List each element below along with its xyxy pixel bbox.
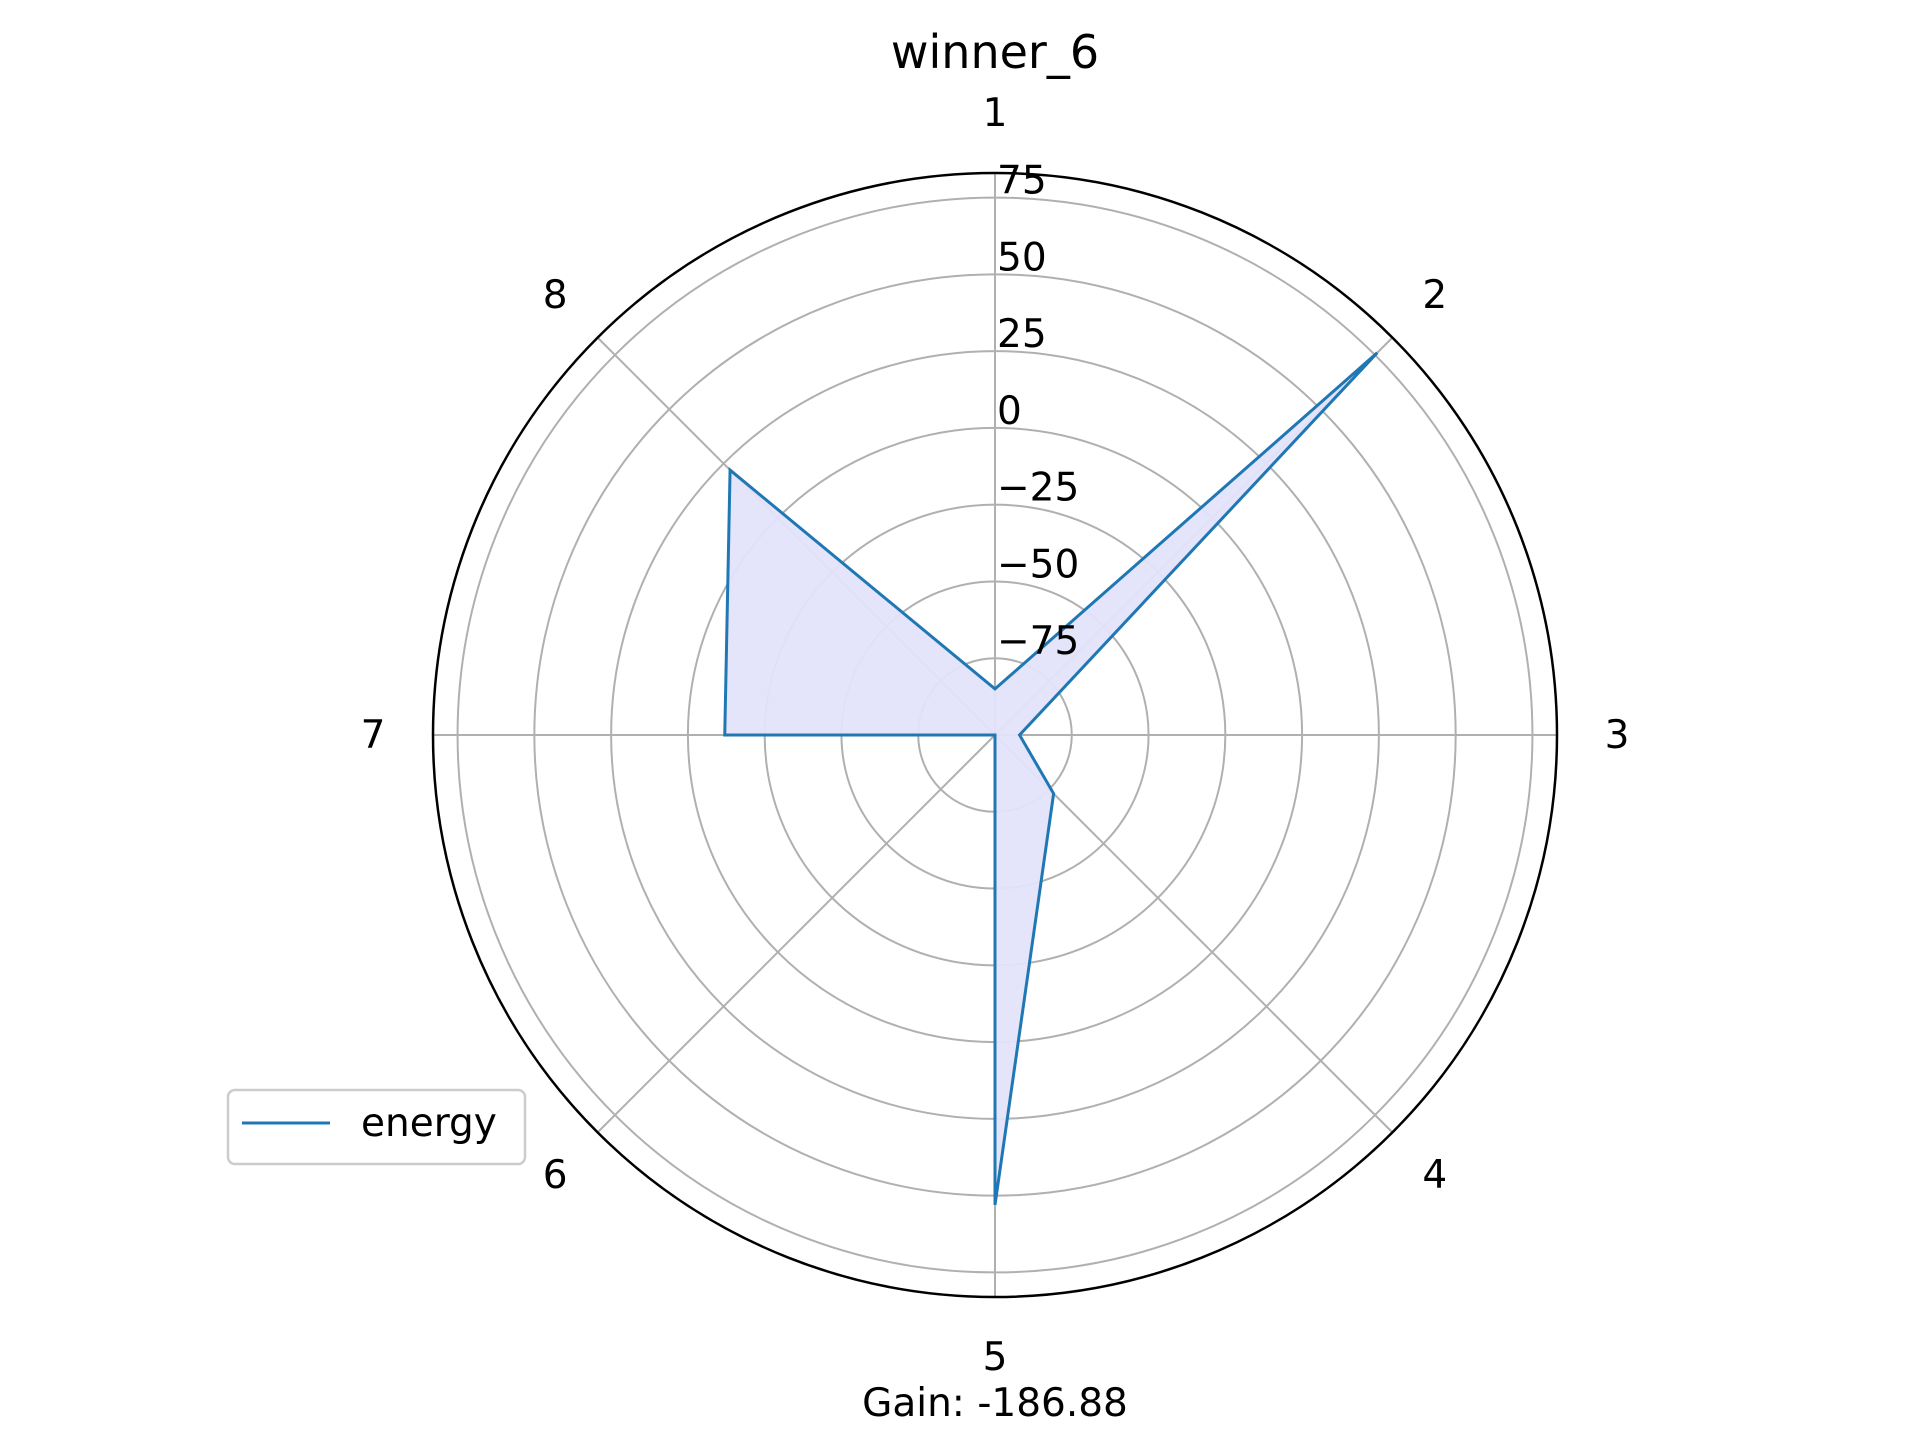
legend-label-energy: energy: [361, 1101, 497, 1146]
radial-tick-label: 25: [997, 312, 1047, 357]
radial-tick-label: −50: [997, 542, 1079, 587]
spoke-4: [994, 734, 1394, 1134]
radial-tick-label: −25: [997, 466, 1079, 511]
radial-tick-label: 75: [997, 159, 1047, 204]
angle-label-2: 2: [1422, 273, 1447, 318]
radial-tick-label: 0: [997, 389, 1022, 434]
angle-label-3: 3: [1605, 713, 1630, 758]
series-layer: [723, 351, 1379, 1206]
polar-frame: [431, 171, 1559, 1299]
legend-box: [226, 1088, 527, 1166]
angle-label-5: 5: [983, 1335, 1008, 1380]
spoke-6: [596, 734, 996, 1134]
gain-footer: Gain: -186.88: [862, 1381, 1128, 1426]
angle-label-7: 7: [361, 713, 386, 758]
angle-label-4: 4: [1422, 1153, 1447, 1198]
legend: energy: [226, 1088, 527, 1166]
chart-title: winner_6: [891, 25, 1099, 79]
labels-layer: −75 −50 −25 0 25 50 75 1 2 3 4 5 6 7 8: [361, 91, 1630, 1380]
radial-tick-label: 50: [997, 235, 1047, 280]
radial-tick-label: −75: [997, 619, 1079, 664]
angle-label-8: 8: [543, 273, 568, 318]
angle-label-1: 1: [983, 91, 1008, 136]
angle-label-6: 6: [543, 1153, 568, 1198]
